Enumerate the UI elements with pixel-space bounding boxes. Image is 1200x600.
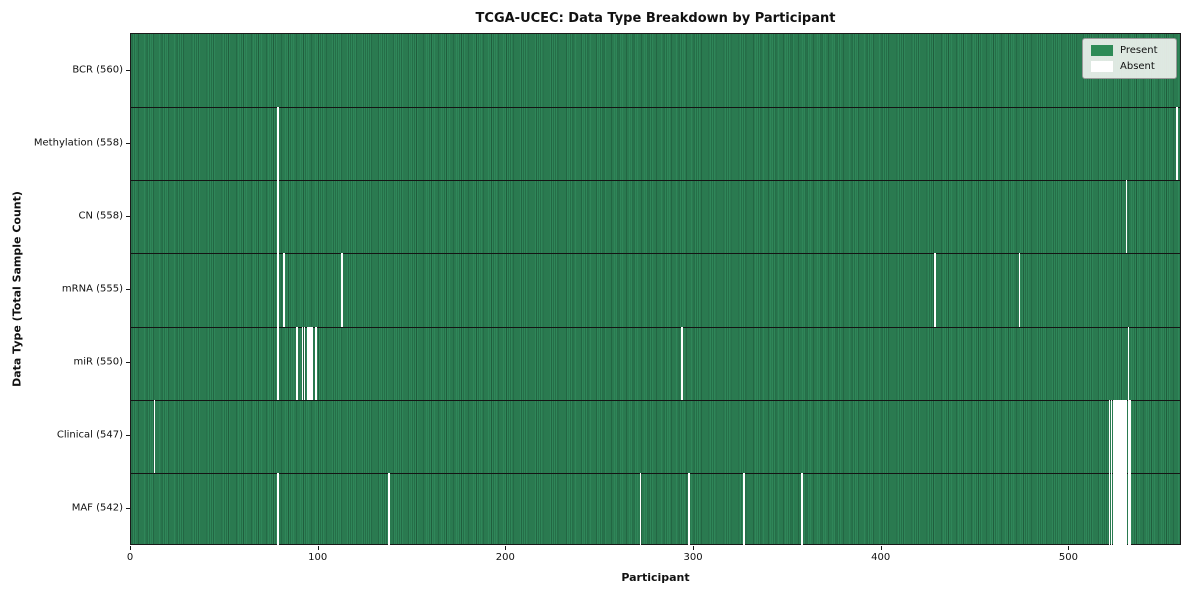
absent-line <box>1121 399 1124 473</box>
absent-line <box>1110 472 1113 546</box>
x-tick-mark <box>880 546 882 550</box>
absent-line <box>1110 399 1113 473</box>
absent-line <box>1125 180 1128 254</box>
present-swatch-icon <box>1091 45 1113 56</box>
absent-line <box>277 253 280 327</box>
row-separator <box>131 180 1180 182</box>
row-separator <box>131 472 1180 474</box>
x-tick-mark <box>130 546 131 550</box>
absent-line <box>277 107 280 181</box>
y-tick-mark <box>126 215 130 217</box>
x-tick-mark <box>693 546 695 550</box>
row-separator <box>131 107 1180 109</box>
absent-line <box>277 326 280 400</box>
x-tick-label: 300 <box>683 552 703 563</box>
absent-line <box>341 253 343 327</box>
absent-line <box>1116 399 1118 473</box>
absent-line <box>1112 472 1115 546</box>
x-tick-mark <box>1068 546 1070 550</box>
absent-line <box>283 253 285 327</box>
row-separator <box>131 253 1180 255</box>
absent-line <box>1123 399 1126 473</box>
x-tick-mark <box>317 546 319 550</box>
x-tick-label: 0 <box>126 552 134 563</box>
absent-line <box>1118 472 1120 546</box>
absent-line <box>1108 399 1111 473</box>
legend: Present Absent <box>1082 38 1177 79</box>
absent-line <box>1116 472 1118 546</box>
absent-line <box>296 326 298 400</box>
y-tick-label: Clinical (547) <box>56 429 123 441</box>
absent-line <box>1120 472 1122 546</box>
absent-line <box>742 472 745 546</box>
legend-item-absent: Absent <box>1091 61 1168 72</box>
absent-line <box>153 399 156 473</box>
absent-line <box>307 326 310 400</box>
absent-line <box>277 472 280 546</box>
y-tick-label: MAF (542) <box>71 502 123 514</box>
row-separator <box>131 326 1180 328</box>
absent-line <box>1114 472 1117 546</box>
absent-line <box>277 180 280 254</box>
absent-line <box>1118 399 1120 473</box>
absent-line <box>1121 472 1124 546</box>
absent-line <box>688 472 691 546</box>
x-tick-label: 200 <box>495 552 515 563</box>
absent-line <box>1129 472 1132 546</box>
legend-item-present: Present <box>1091 45 1168 56</box>
y-tick-mark <box>126 362 130 364</box>
y-axis-label: Data Type (Total Sample Count) <box>10 191 24 387</box>
absent-line <box>303 326 306 400</box>
y-tick-mark <box>126 508 130 510</box>
legend-label-absent: Absent <box>1120 61 1155 72</box>
absent-line <box>301 326 304 400</box>
absent-line <box>1108 472 1111 546</box>
y-tick-mark <box>126 142 130 144</box>
row-separator <box>131 399 1180 401</box>
y-tick-label: miR (550) <box>73 356 123 368</box>
absent-line <box>1120 399 1122 473</box>
absent-line <box>311 326 313 400</box>
y-tick-label: CN (558) <box>78 210 123 222</box>
absent-line <box>1114 399 1117 473</box>
absent-line <box>314 326 317 400</box>
absent-line <box>1018 253 1021 327</box>
absent-line <box>1129 399 1132 473</box>
absent-line <box>388 472 390 546</box>
legend-label-present: Present <box>1120 45 1158 56</box>
y-tick-label: BCR (560) <box>72 64 123 76</box>
x-tick-label: 100 <box>308 552 328 563</box>
absent-line <box>309 326 311 400</box>
absent-line <box>1127 399 1130 473</box>
x-tick-label: 500 <box>1058 552 1078 563</box>
absent-line <box>1112 399 1115 473</box>
absent-line <box>1125 472 1128 546</box>
x-axis-label: Participant <box>621 571 690 584</box>
y-tick-mark <box>126 435 130 437</box>
absent-line <box>1176 107 1179 181</box>
y-tick-mark <box>126 289 130 290</box>
x-tick-label: 400 <box>871 552 891 563</box>
absent-line <box>801 472 803 546</box>
absent-line <box>1123 472 1126 546</box>
absent-line <box>680 326 683 400</box>
plot-area <box>130 33 1181 546</box>
absent-swatch-icon <box>1091 61 1113 72</box>
y-tick-mark <box>126 69 130 71</box>
absent-line <box>1127 326 1130 400</box>
absent-line <box>639 472 642 546</box>
x-tick-mark <box>505 546 507 550</box>
chart-title: TCGA-UCEC: Data Type Breakdown by Partic… <box>475 11 836 26</box>
absent-line <box>934 253 936 327</box>
y-tick-label: mRNA (555) <box>61 283 123 295</box>
absent-line <box>1125 399 1128 473</box>
y-tick-label: Methylation (558) <box>33 137 123 149</box>
absent-line <box>1127 472 1130 546</box>
